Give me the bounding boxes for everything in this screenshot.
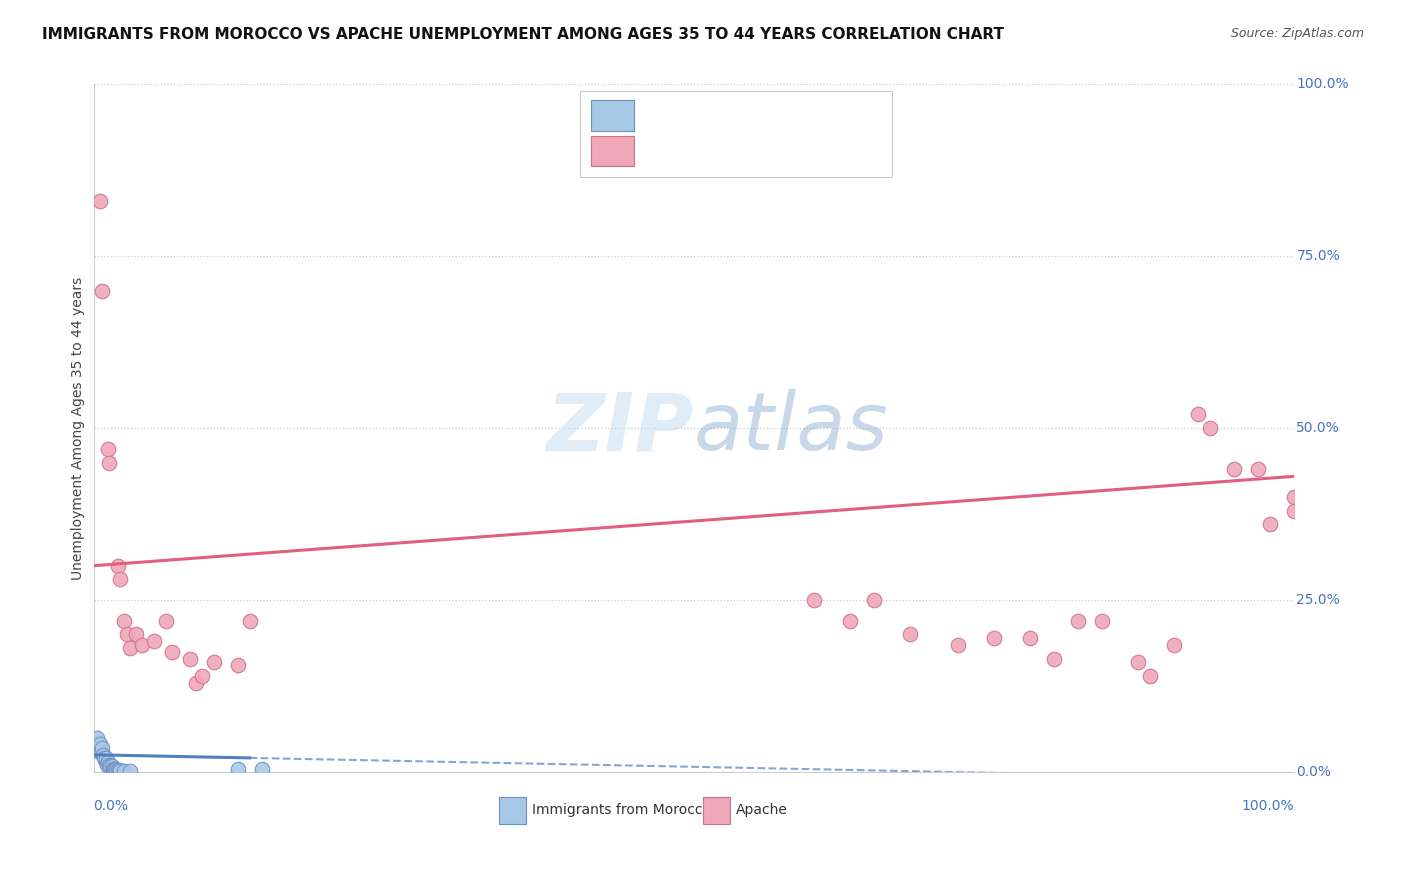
Point xyxy=(107,763,129,777)
Point xyxy=(250,762,273,776)
Point xyxy=(142,634,165,648)
Text: R =: R = xyxy=(640,108,668,123)
Text: 100.0%: 100.0% xyxy=(1296,78,1348,92)
Point xyxy=(983,631,1005,645)
Point xyxy=(96,758,118,772)
Text: N =: N = xyxy=(778,108,807,123)
Point xyxy=(1282,490,1305,504)
Point xyxy=(100,759,122,773)
Point xyxy=(89,738,111,752)
Text: 0.0%: 0.0% xyxy=(1296,765,1331,779)
Point xyxy=(226,762,249,776)
Text: Immigrants from Morocco: Immigrants from Morocco xyxy=(531,804,711,817)
Text: atlas: atlas xyxy=(693,389,889,467)
Point xyxy=(863,593,886,607)
Point xyxy=(1247,462,1270,476)
Point xyxy=(97,442,120,456)
Y-axis label: Unemployment Among Ages 35 to 44 years: Unemployment Among Ages 35 to 44 years xyxy=(72,277,86,580)
Point xyxy=(104,762,127,776)
Point xyxy=(1163,638,1185,652)
Point xyxy=(112,764,135,778)
Point xyxy=(131,638,153,652)
Point xyxy=(1223,462,1246,476)
Text: 26: 26 xyxy=(825,108,845,123)
Point xyxy=(1258,517,1281,532)
Point xyxy=(155,614,177,628)
Point xyxy=(100,759,122,773)
Point xyxy=(84,738,107,752)
Text: N =: N = xyxy=(778,144,807,159)
Point xyxy=(91,747,114,762)
Text: 100.0%: 100.0% xyxy=(1241,799,1294,814)
Point xyxy=(946,638,969,652)
Point xyxy=(1043,651,1066,665)
Point xyxy=(94,755,117,769)
Point xyxy=(107,763,129,777)
Point xyxy=(105,763,128,777)
Point xyxy=(118,764,141,779)
Point xyxy=(89,194,111,209)
FancyBboxPatch shape xyxy=(579,91,891,178)
Point xyxy=(101,762,124,776)
Point xyxy=(115,627,138,641)
Point xyxy=(226,658,249,673)
Text: 0.128: 0.128 xyxy=(693,144,737,159)
Point xyxy=(803,593,825,607)
Text: -0.081: -0.081 xyxy=(693,108,742,123)
Point xyxy=(91,740,114,755)
Point xyxy=(1139,669,1161,683)
Point xyxy=(107,558,129,573)
Point xyxy=(202,655,225,669)
Text: Source: ZipAtlas.com: Source: ZipAtlas.com xyxy=(1230,27,1364,40)
Point xyxy=(1091,614,1114,628)
Text: Apache: Apache xyxy=(735,804,787,817)
Point xyxy=(1126,655,1149,669)
FancyBboxPatch shape xyxy=(703,797,730,823)
Point xyxy=(86,731,108,745)
Point xyxy=(103,762,125,776)
Point xyxy=(1067,614,1090,628)
Text: R =: R = xyxy=(640,144,668,159)
Point xyxy=(1187,408,1209,422)
Text: IMMIGRANTS FROM MOROCCO VS APACHE UNEMPLOYMENT AMONG AGES 35 TO 44 YEARS CORRELA: IMMIGRANTS FROM MOROCCO VS APACHE UNEMPL… xyxy=(42,27,1004,42)
FancyBboxPatch shape xyxy=(591,136,634,166)
FancyBboxPatch shape xyxy=(591,100,634,130)
Point xyxy=(108,764,131,778)
Point xyxy=(108,573,131,587)
Point xyxy=(838,614,860,628)
Point xyxy=(160,645,183,659)
Point xyxy=(93,751,115,765)
Point xyxy=(87,744,110,758)
Point xyxy=(90,744,112,758)
Point xyxy=(118,641,141,656)
Point xyxy=(112,614,135,628)
Point xyxy=(898,627,921,641)
Point xyxy=(97,755,120,769)
Point xyxy=(239,614,262,628)
Point xyxy=(1199,421,1222,435)
Point xyxy=(1282,504,1305,518)
Text: ZIP: ZIP xyxy=(547,389,693,467)
Point xyxy=(1019,631,1042,645)
Point xyxy=(179,651,201,665)
Point xyxy=(124,627,146,641)
Point xyxy=(91,284,114,298)
Point xyxy=(94,751,117,765)
FancyBboxPatch shape xyxy=(499,797,526,823)
Text: 0.0%: 0.0% xyxy=(94,799,128,814)
Point xyxy=(190,669,212,683)
Text: 75.0%: 75.0% xyxy=(1296,250,1340,263)
Point xyxy=(98,456,121,470)
Text: 50.0%: 50.0% xyxy=(1296,421,1340,435)
Point xyxy=(98,758,121,772)
Text: 25.0%: 25.0% xyxy=(1296,593,1340,607)
Text: 40: 40 xyxy=(825,144,845,159)
Point xyxy=(184,675,207,690)
